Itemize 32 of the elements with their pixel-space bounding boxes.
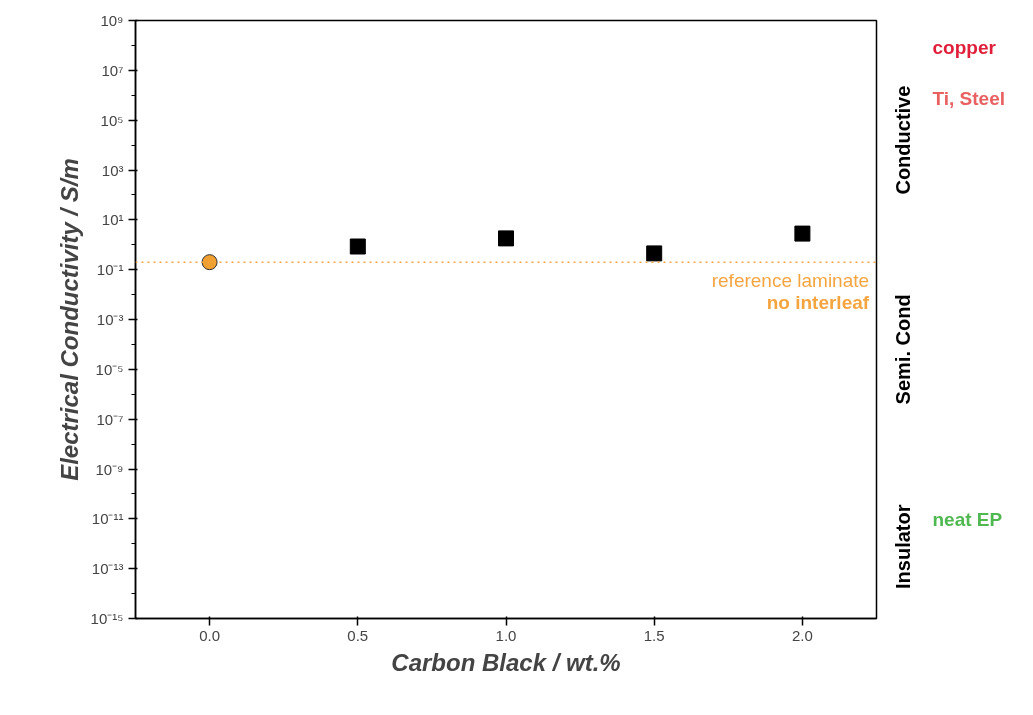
x-tick-label: 1.0 — [495, 626, 517, 644]
y-tick-label: 10⁻³ — [96, 311, 124, 328]
y-tick-label: 10⁻¹ — [96, 261, 124, 279]
y-tick-label: 10⁻⁵ — [95, 360, 124, 378]
y-tick-label: 10⁻⁷ — [96, 410, 124, 428]
y-tick-label: 10⁻¹⁵ — [90, 610, 124, 627]
point — [794, 225, 811, 242]
y-tick-label: 10³ — [101, 161, 124, 179]
x-tick-label: 1.5 — [643, 626, 665, 644]
y-tick-label: 10⁵ — [100, 111, 124, 129]
x-tick-label: 2.0 — [791, 626, 813, 644]
text: Insulator — [891, 504, 914, 589]
text: Ti, Steel — [932, 87, 1006, 109]
x-tick-label: 0.5 — [347, 626, 369, 644]
point — [349, 238, 366, 255]
y-axis-title: Electrical Conductivity / S/m — [55, 158, 83, 481]
y-tick-label: 10⁻¹³ — [91, 560, 124, 578]
y-tick-label: 10⁷ — [101, 61, 124, 79]
text: copper — [932, 36, 997, 58]
y-tick-label: 10⁻⁹ — [95, 460, 124, 478]
y-tick-label: 10⁹ — [100, 12, 124, 29]
ref-line-label: reference laminate no interleaf — [711, 270, 870, 314]
x-tick-label: 0.0 — [199, 626, 221, 644]
point — [201, 254, 218, 271]
point — [498, 230, 514, 247]
text: neat EP — [932, 509, 1003, 531]
y-tick-label: 10⁻¹¹ — [91, 510, 124, 528]
text: Conductive — [891, 85, 914, 195]
text: Semi. Cond — [891, 294, 914, 405]
x-axis-title: Carbon Black / wt.% — [391, 648, 621, 676]
point — [646, 245, 663, 262]
y-tick-label: 10¹ — [101, 211, 124, 229]
